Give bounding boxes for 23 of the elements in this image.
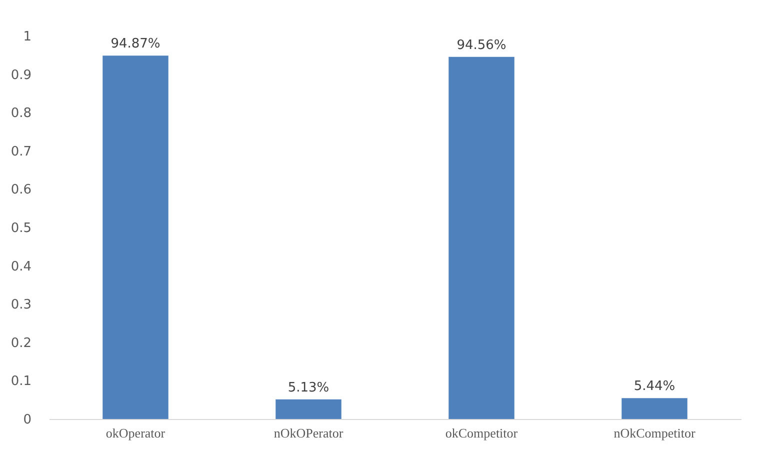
y-tick-label: 0.1 [10,374,32,390]
y-tick-label: 0.5 [10,221,32,236]
x-tick-label: okCompetitor [445,426,518,440]
y-tick-label: 0.8 [10,106,32,122]
bar [102,56,168,419]
y-tick-label: 0.9 [10,68,32,83]
y-tick-label: 0.2 [10,336,32,351]
x-tick-label: nOkOPerator [274,426,344,440]
x-tick-label: okOperator [106,426,166,440]
y-tick-label: 0.7 [10,144,32,160]
y-tick-label: 0 [23,412,32,428]
bar [276,399,342,419]
bar [622,398,688,419]
y-tick-label: 0.3 [10,298,32,313]
data-label: 5.44% [634,379,676,394]
x-tick-label: nOkCompetitor [614,426,696,440]
data-label: 94.56% [456,38,506,53]
data-label: 94.87% [110,36,160,52]
y-tick-label: 1 [23,30,32,44]
bar [448,56,514,419]
data-label: 5.13% [288,380,330,396]
y-tick-label: 0.6 [10,182,32,198]
y-tick-label: 0.4 [10,259,32,274]
